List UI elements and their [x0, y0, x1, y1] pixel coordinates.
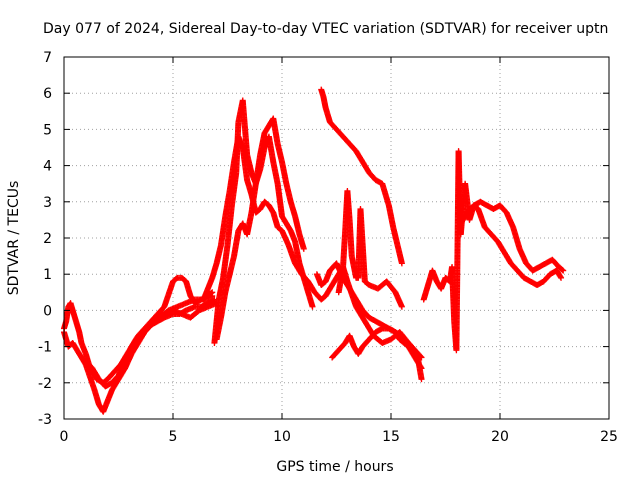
series-arc-13: [457, 198, 567, 274]
data-point: [418, 376, 425, 383]
y-tick-label: 0: [43, 303, 52, 319]
data-point: [559, 266, 566, 273]
series-arc-11: [335, 187, 405, 310]
data-points: [61, 86, 567, 415]
y-tick-label: 2: [43, 231, 52, 247]
y-tick-label: 1: [43, 267, 52, 283]
y-tick-label: -3: [38, 412, 52, 428]
y-tick-label: 4: [43, 159, 52, 175]
x-tick-label: 20: [491, 429, 509, 445]
x-tick-label: 10: [273, 429, 291, 445]
series-arc-9: [318, 86, 405, 267]
series-arc-4: [152, 300, 220, 321]
y-tick-label: -2: [38, 376, 52, 392]
series-arc-7: [213, 115, 307, 343]
data-point: [300, 245, 307, 252]
data-point: [560, 267, 567, 274]
data-point: [309, 303, 316, 310]
x-tick-label: 15: [382, 429, 400, 445]
data-point: [558, 274, 565, 281]
grid: [64, 57, 609, 419]
data-point: [398, 260, 405, 267]
series-arc-8: [313, 260, 425, 372]
y-axis-label: SDTVAR / TECUs: [6, 181, 22, 296]
x-tick-label: 5: [169, 429, 178, 445]
x-axis-label: GPS time / hours: [276, 459, 393, 475]
data-point: [418, 365, 425, 372]
data-point: [209, 289, 216, 296]
data-point: [418, 354, 425, 361]
axis-ticks: 0 5 10 15 20 25 -3 -2 -1 0 1 2 3 4 5 6 7: [38, 50, 618, 445]
y-tick-label: -1: [38, 340, 52, 356]
series-arc-12: [420, 148, 565, 354]
y-tick-label: 7: [43, 50, 52, 66]
x-tick-label: 0: [60, 429, 69, 445]
series-arc-3: [82, 274, 216, 390]
y-tick-label: 3: [43, 195, 52, 211]
x-tick-label: 25: [600, 429, 618, 445]
chart-title: Day 077 of 2024, Sidereal Day-to-day VTE…: [43, 21, 608, 37]
series-arc-10: [329, 325, 425, 361]
data-point: [208, 290, 215, 297]
y-tick-label: 5: [43, 122, 52, 138]
data-point: [398, 303, 405, 310]
data-point: [417, 353, 424, 360]
y-tick-label: 6: [43, 86, 52, 102]
